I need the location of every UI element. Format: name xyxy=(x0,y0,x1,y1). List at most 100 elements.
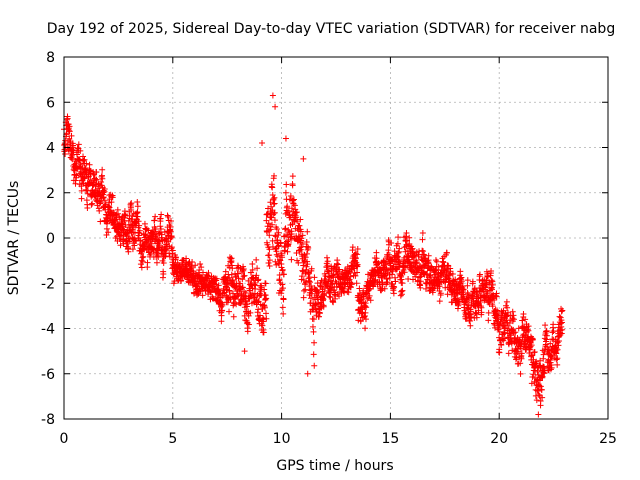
data-point xyxy=(269,221,276,228)
data-point xyxy=(219,301,226,308)
data-point xyxy=(298,273,305,280)
data-point xyxy=(391,284,398,291)
data-point xyxy=(284,248,291,255)
data-point xyxy=(556,338,563,345)
data-point xyxy=(311,362,318,369)
data-point xyxy=(73,151,80,158)
data-point xyxy=(269,237,276,244)
data-point xyxy=(488,267,495,274)
data-point xyxy=(288,205,295,212)
data-point xyxy=(167,228,174,235)
data-point xyxy=(139,258,146,265)
data-point xyxy=(375,260,382,267)
data-point xyxy=(414,277,421,284)
data-point xyxy=(478,309,485,316)
data-point xyxy=(134,203,141,210)
data-point xyxy=(392,278,399,285)
data-point xyxy=(283,181,290,188)
y-tick-label: 8 xyxy=(46,50,55,66)
data-point xyxy=(125,248,132,255)
data-point xyxy=(259,322,266,329)
data-point xyxy=(420,268,427,275)
x-tick-label: 15 xyxy=(381,431,399,447)
data-point xyxy=(550,321,557,328)
data-point xyxy=(105,229,112,236)
data-point xyxy=(272,258,279,265)
data-point xyxy=(358,310,365,317)
data-point xyxy=(244,301,251,308)
data-point xyxy=(467,322,474,329)
data-point xyxy=(322,272,329,279)
data-point xyxy=(464,277,471,284)
data-point xyxy=(226,308,233,315)
data-point xyxy=(293,250,300,257)
data-point xyxy=(288,231,295,238)
data-point xyxy=(263,295,270,302)
data-point xyxy=(279,266,286,273)
data-point xyxy=(555,342,562,349)
data-point xyxy=(542,322,549,329)
data-point xyxy=(309,323,316,330)
data-point xyxy=(91,192,98,199)
data-point xyxy=(362,316,369,323)
data-point xyxy=(442,273,449,280)
data-point xyxy=(284,203,291,210)
data-point xyxy=(386,275,393,282)
data-point xyxy=(241,293,248,300)
data-point xyxy=(394,240,401,247)
data-point xyxy=(405,275,412,282)
data-point xyxy=(395,234,402,241)
data-point xyxy=(476,271,483,278)
data-point xyxy=(151,217,158,224)
data-point xyxy=(279,304,286,311)
data-point xyxy=(260,329,267,336)
data-point xyxy=(315,313,322,320)
data-point xyxy=(142,231,149,238)
data-point xyxy=(100,194,107,201)
data-point xyxy=(327,294,334,301)
data-point xyxy=(101,197,108,204)
data-point xyxy=(136,227,143,234)
data-point xyxy=(157,215,164,222)
data-point xyxy=(277,257,284,264)
data-point xyxy=(354,251,361,258)
data-point xyxy=(72,177,79,184)
data-point xyxy=(266,246,273,253)
data-point xyxy=(161,228,168,235)
data-point xyxy=(547,347,554,354)
data-point xyxy=(80,153,87,160)
data-point xyxy=(469,278,476,285)
data-point xyxy=(554,355,561,362)
y-tick-label: -6 xyxy=(41,367,55,383)
data-point xyxy=(155,253,162,260)
data-point xyxy=(517,370,524,377)
data-point xyxy=(362,325,369,332)
data-point xyxy=(66,123,73,130)
data-point xyxy=(69,156,76,163)
data-point xyxy=(539,373,546,380)
data-point xyxy=(65,126,72,133)
data-points xyxy=(61,92,566,418)
data-point xyxy=(213,275,220,282)
data-point xyxy=(77,147,84,154)
data-point xyxy=(271,194,278,201)
data-point xyxy=(96,207,103,214)
data-point xyxy=(98,178,105,185)
data-point xyxy=(157,223,164,230)
data-point xyxy=(554,339,561,346)
data-point xyxy=(298,235,305,242)
data-point xyxy=(146,243,153,250)
data-point xyxy=(402,248,409,255)
data-point xyxy=(302,254,309,261)
data-point xyxy=(280,310,287,317)
data-point xyxy=(228,255,235,262)
data-point xyxy=(271,172,278,179)
data-point xyxy=(215,282,222,289)
data-point xyxy=(152,233,159,240)
data-point xyxy=(73,160,80,167)
data-point xyxy=(488,285,495,292)
y-tick-label: 4 xyxy=(46,141,55,157)
x-tick-label: 10 xyxy=(273,431,291,447)
data-point xyxy=(395,250,402,257)
data-point xyxy=(321,290,328,297)
